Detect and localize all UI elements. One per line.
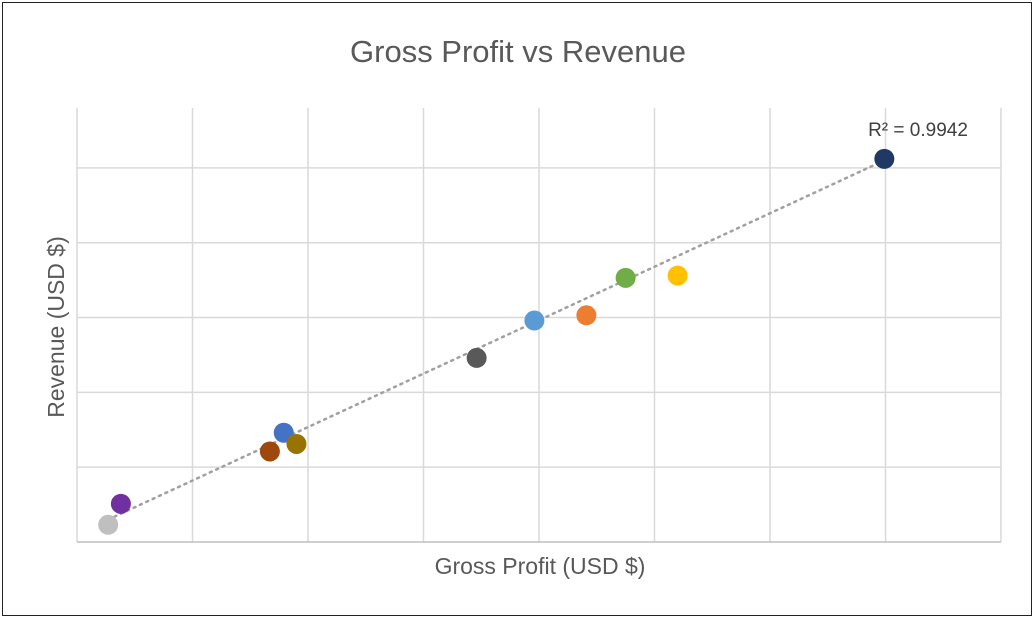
data-point xyxy=(259,441,280,462)
trendline xyxy=(106,159,886,521)
data-point xyxy=(576,305,597,326)
data-point xyxy=(110,493,131,514)
data-point xyxy=(98,514,119,535)
data-point xyxy=(286,433,307,454)
data-point xyxy=(466,347,487,368)
r-squared-label: R² = 0.9942 xyxy=(868,120,968,141)
data-point xyxy=(615,267,636,288)
chart-title: Gross Profit vs Revenue xyxy=(350,34,686,69)
data-point xyxy=(874,148,895,169)
data-point xyxy=(667,265,688,286)
data-points xyxy=(98,148,895,535)
plot-area xyxy=(76,108,1002,543)
data-point xyxy=(524,310,545,331)
x-axis-label: Gross Profit (USD $) xyxy=(435,553,646,579)
y-axis-label: Revenue (USD $) xyxy=(43,236,69,418)
trendline-group xyxy=(106,159,886,521)
